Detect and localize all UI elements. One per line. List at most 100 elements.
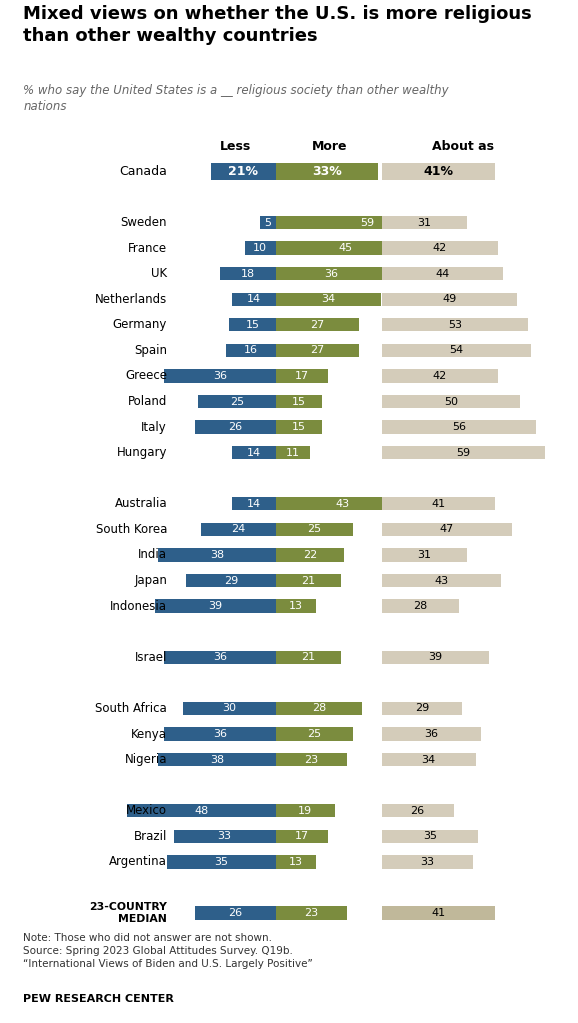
Bar [168,855,276,869]
Text: Sweden: Sweden [121,216,167,229]
Text: South Korea: South Korea [96,523,167,536]
Bar [155,599,276,613]
Text: Canada: Canada [119,165,167,178]
Text: 33: 33 [218,832,232,841]
Text: 41: 41 [431,499,446,508]
Text: 13: 13 [289,857,303,866]
Text: 34: 34 [421,755,436,764]
Bar [202,523,276,536]
Bar [381,318,528,331]
Bar [381,727,481,741]
Bar [381,804,454,817]
Text: Spain: Spain [134,344,167,357]
Bar [127,804,276,817]
Bar [195,420,276,434]
Bar [229,318,276,331]
Text: Brazil: Brazil [134,830,167,843]
Bar [173,830,276,843]
Text: 23: 23 [304,908,318,918]
Text: Argentina: Argentina [109,855,167,869]
Text: 36: 36 [424,729,439,739]
Text: 38: 38 [210,755,224,764]
Bar [381,420,536,434]
Text: Less: Less [220,140,251,153]
Bar [276,369,328,383]
Text: 36: 36 [213,653,227,662]
Bar [381,702,462,715]
Bar [276,599,316,613]
Bar [381,599,459,613]
Bar [198,395,276,408]
Text: 53: 53 [448,320,462,329]
Bar [276,523,353,536]
Text: 22: 22 [303,550,317,560]
Bar [211,163,276,180]
Text: 31: 31 [417,550,432,560]
Text: Australia: Australia [114,497,167,510]
Text: France: France [128,241,167,255]
Bar [276,216,458,229]
Bar [276,548,344,562]
Bar [276,344,360,357]
Text: 56: 56 [452,422,466,432]
Bar [276,497,409,510]
Text: 41: 41 [431,908,446,918]
Bar [381,497,495,510]
Text: 11: 11 [286,448,300,457]
Bar [381,344,531,357]
Text: 13: 13 [289,602,303,611]
Text: Greece: Greece [125,369,167,383]
Text: Indonesia: Indonesia [110,599,167,613]
Text: 44: 44 [435,269,450,278]
Text: 33%: 33% [312,165,342,178]
Text: 45: 45 [338,243,353,253]
Bar [164,369,276,383]
Text: 36: 36 [213,729,227,739]
Bar [158,753,276,766]
Text: 29: 29 [224,576,238,585]
Bar [276,293,381,306]
Text: 36: 36 [213,371,227,381]
Bar [276,830,328,843]
Bar [276,702,362,715]
Text: 38: 38 [210,550,224,560]
Bar [381,523,512,536]
Text: 21: 21 [301,653,316,662]
Text: 59: 59 [456,448,470,457]
Bar [232,293,276,306]
Bar [276,163,378,180]
Text: 26: 26 [410,806,425,815]
Text: 26: 26 [228,422,243,432]
Text: 42: 42 [432,371,447,381]
Bar [381,163,495,180]
Text: 35: 35 [214,857,228,866]
Text: 42: 42 [432,243,447,253]
Bar [381,906,495,920]
Text: 25: 25 [307,525,321,534]
Bar [381,241,498,255]
Text: 25: 25 [307,729,321,739]
Text: 36: 36 [324,269,339,278]
Text: 28: 28 [413,602,428,611]
Bar [276,318,360,331]
Text: Nigeria: Nigeria [125,753,167,766]
Text: 39: 39 [428,653,443,662]
Bar [381,369,498,383]
Text: 39: 39 [208,602,223,611]
Text: South Africa: South Africa [95,702,167,715]
Bar [381,216,468,229]
Text: 34: 34 [321,295,335,304]
Text: 31: 31 [417,218,432,227]
Text: 30: 30 [223,704,236,713]
Bar [276,855,316,869]
Text: 41%: 41% [423,165,453,178]
Text: PEW RESEARCH CENTER: PEW RESEARCH CENTER [23,994,174,1005]
Text: 27: 27 [310,320,325,329]
Text: More: More [312,140,348,153]
Text: 18: 18 [241,269,255,278]
Text: 5: 5 [265,218,272,227]
Text: Note: Those who did not answer are not shown.
Source: Spring 2023 Global Attitud: Note: Those who did not answer are not s… [23,933,313,970]
Text: 33: 33 [420,857,434,866]
Text: Israel: Israel [135,651,167,664]
Text: 17: 17 [295,371,309,381]
